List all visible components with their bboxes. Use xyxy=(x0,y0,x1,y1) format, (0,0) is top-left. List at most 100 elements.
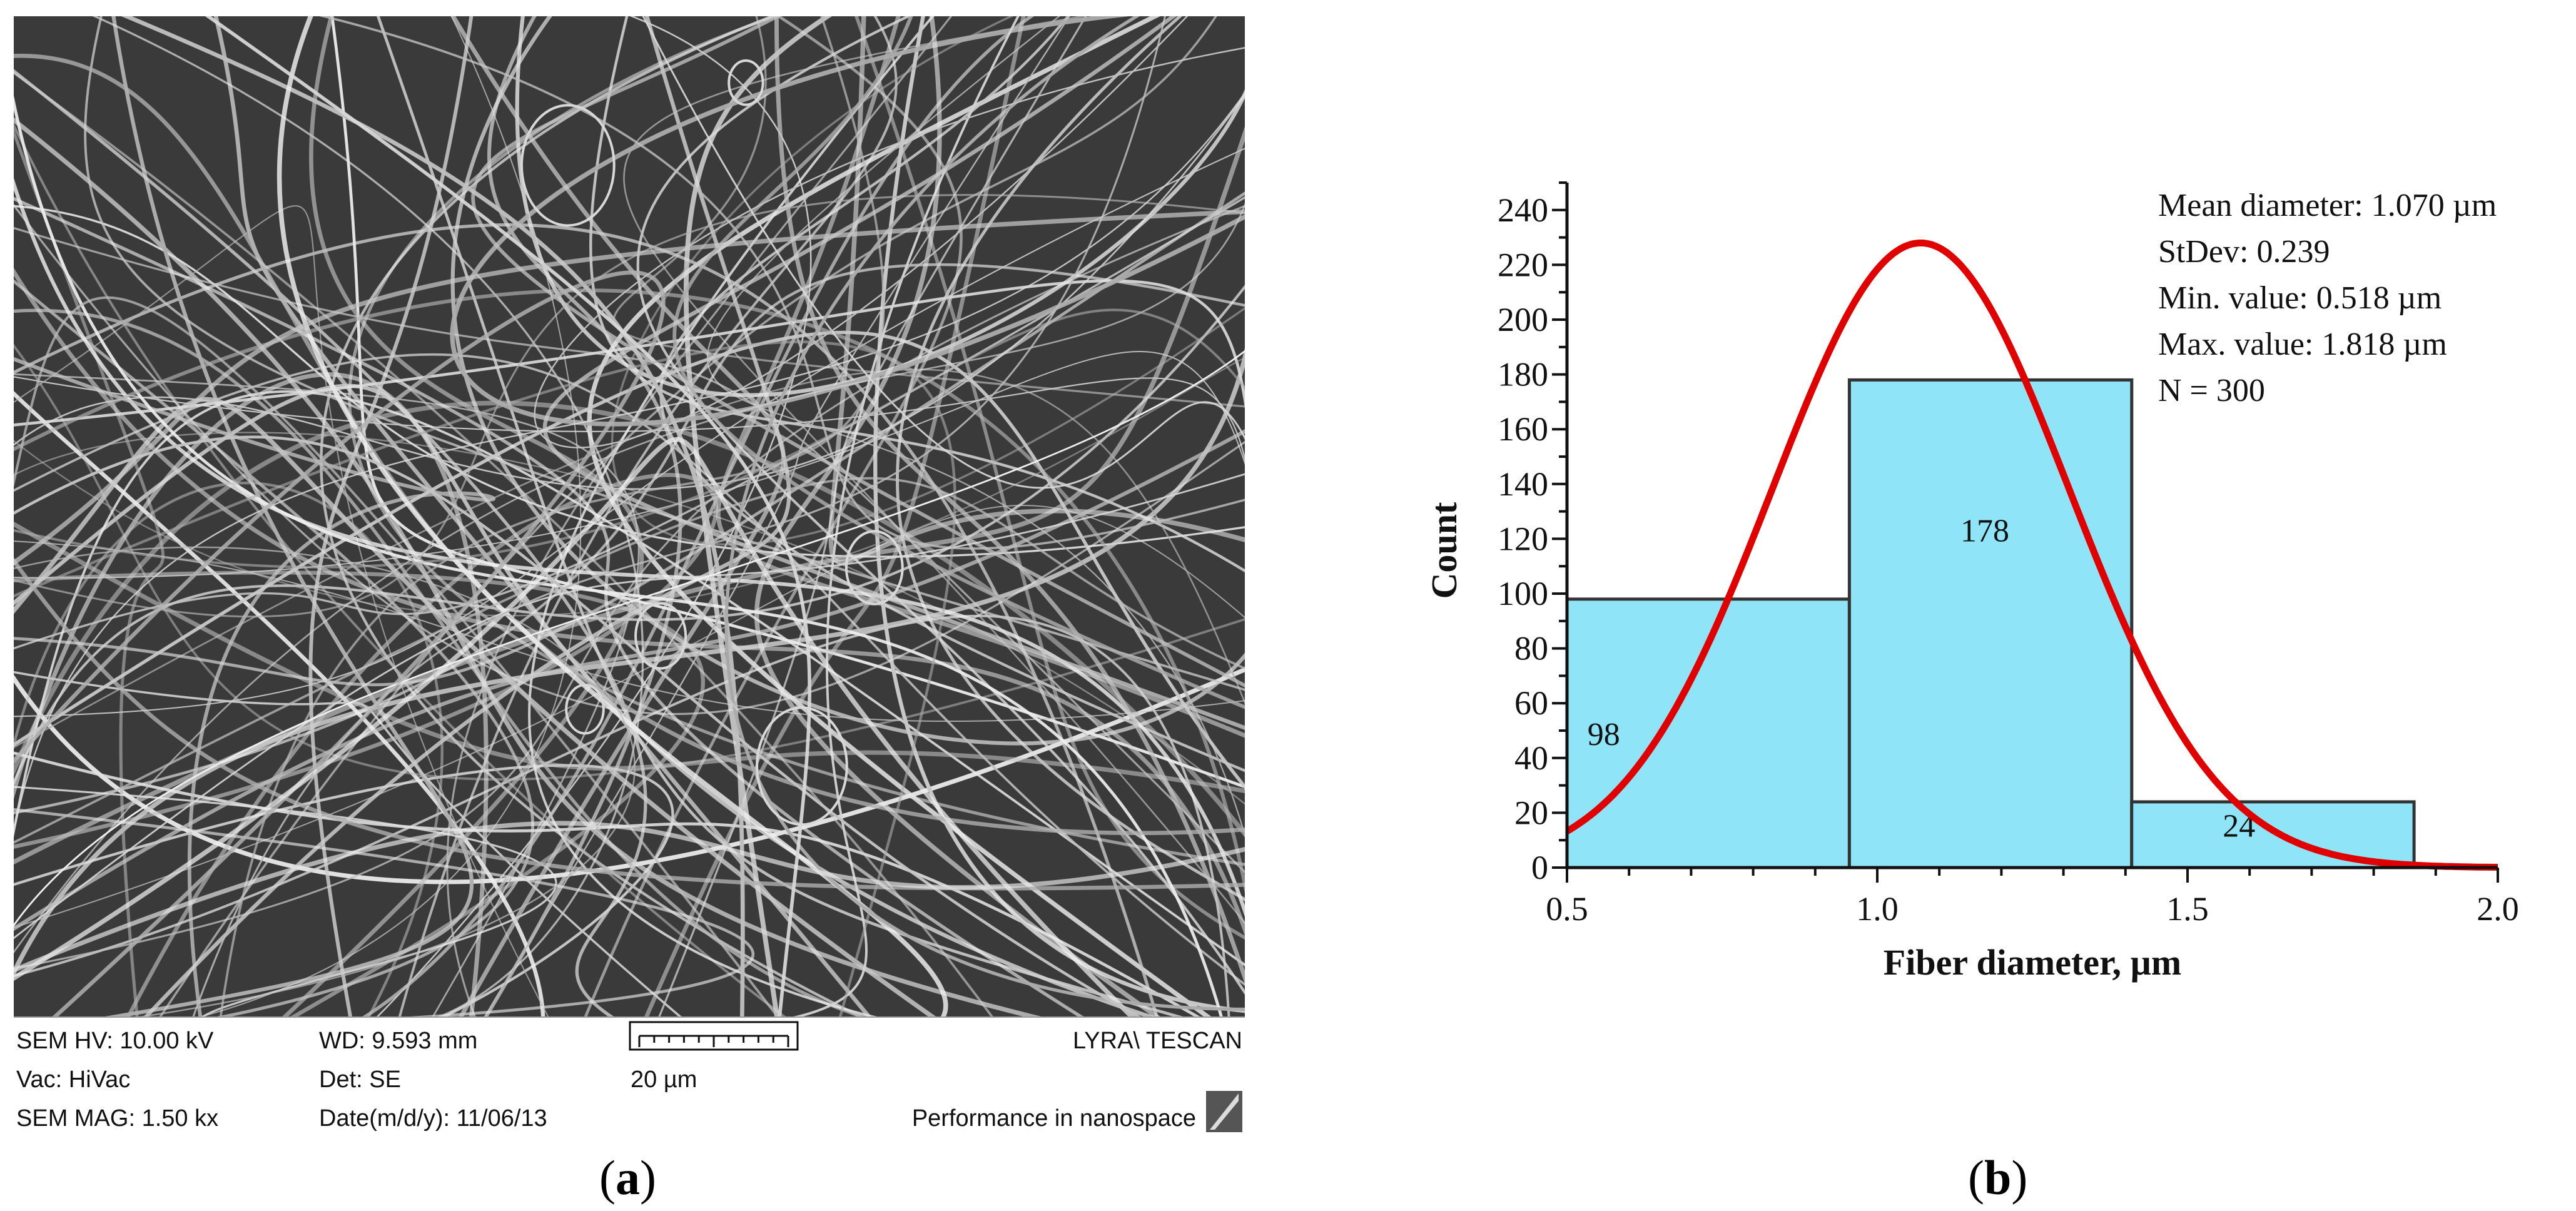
fiber-strand xyxy=(14,288,1245,894)
stat-line: Min. value: 0.518 µm xyxy=(2158,280,2442,316)
fiber-strand xyxy=(611,16,1245,545)
bar-count-label: 178 xyxy=(1960,514,2009,549)
fiber-strand xyxy=(14,308,909,1031)
fiber-strand xyxy=(14,178,1245,918)
x-axis-ticks: 0.5 1.0 1.5 2.0 xyxy=(1546,868,2519,928)
x-tick-label: 1.0 xyxy=(1856,890,1899,928)
fiber-strand xyxy=(308,16,474,1030)
fiber-strand xyxy=(14,205,556,1030)
caption-b-letter: b xyxy=(1984,1150,2012,1205)
sem-image-panel: SEM HV: 10.00 kV Vac: HiVac SEM MAG: 1.5… xyxy=(14,16,1245,1136)
fiber-loop xyxy=(728,59,764,106)
fiber-strand xyxy=(476,16,682,1031)
y-tick-label: 160 xyxy=(1498,410,1548,448)
fiber-strand xyxy=(14,308,1245,569)
fiber-loop xyxy=(565,684,605,735)
y-tick-label: 80 xyxy=(1514,630,1548,667)
fiber-strand xyxy=(14,296,789,1031)
fiber-strand xyxy=(450,16,786,1031)
x-tick-label: 0.5 xyxy=(1546,890,1588,928)
x-tick-label: 2.0 xyxy=(2477,890,2519,928)
normal-fit-curve xyxy=(1565,239,2498,871)
sem-slogan-text: Performance in nanospace xyxy=(912,1105,1196,1132)
fiber-strand xyxy=(276,16,948,1032)
fiber-strand xyxy=(14,191,1245,687)
fiber-strand xyxy=(14,477,1245,844)
sem-scale-text: 20 µm xyxy=(631,1067,697,1093)
fiber-strand xyxy=(376,16,1224,1031)
tescan-logo-icon xyxy=(1206,1091,1242,1132)
chart-axes xyxy=(1565,183,2498,869)
y-tick-label: 100 xyxy=(1498,575,1548,612)
sem-date-text: Date(m/d/y): 11/06/13 xyxy=(319,1105,547,1132)
fiber-strand xyxy=(188,16,1166,1030)
fiber-strand xyxy=(14,279,1245,427)
y-tick-label: 60 xyxy=(1514,684,1548,722)
fiber-strand xyxy=(14,432,1245,805)
fiber-strand xyxy=(14,667,1245,884)
y-tick-label: 40 xyxy=(1514,739,1548,777)
fiber-strand xyxy=(38,16,474,1032)
fiber-strand xyxy=(14,481,444,1031)
sem-micrograph: SEM HV: 10.00 kV Vac: HiVac SEM MAG: 1.5… xyxy=(14,16,1245,1136)
fiber-strand xyxy=(14,194,1245,618)
fiber-strand xyxy=(14,521,1245,794)
fiber-strand xyxy=(14,69,647,1031)
fiber-strand xyxy=(14,473,1245,940)
x-axis-title: Fiber diameter, µm xyxy=(1884,942,2181,983)
fiber-loop xyxy=(844,530,904,606)
fiber-strand xyxy=(612,16,1245,408)
fiber-strand xyxy=(14,428,1245,931)
fiber-strand xyxy=(121,16,745,1030)
fiber-strand xyxy=(14,128,165,1030)
fiber-strand xyxy=(14,350,1245,927)
fiber-strand xyxy=(515,16,1245,397)
bar-count-label: 98 xyxy=(1588,717,1620,752)
statistics-annotation: Mean diameter: 1.070 µm StDev: 0.239 Min. … xyxy=(2158,188,2497,408)
fiber-loop xyxy=(634,602,687,670)
y-tick-label: 240 xyxy=(1498,191,1548,229)
sem-det-text: Det: SE xyxy=(319,1067,401,1093)
fiber-strand xyxy=(14,91,1245,837)
fiber-strand xyxy=(14,437,1147,1031)
fiber-strand xyxy=(14,473,718,1031)
fiber-strand xyxy=(151,16,1217,1030)
fiber-strand xyxy=(14,557,1245,891)
fiber-strand xyxy=(91,16,644,1031)
fiber-strand xyxy=(14,202,1245,954)
caption-a: (a) xyxy=(599,1150,656,1205)
histogram-bar xyxy=(1847,378,2134,869)
fiber-strand xyxy=(471,16,1245,688)
fiber-strand xyxy=(587,16,1227,1031)
sem-wd-text: WD: 9.593 mm xyxy=(319,1028,477,1054)
fiber-strand xyxy=(14,94,1227,1030)
histogram-bar xyxy=(2130,800,2416,869)
fiber-loop xyxy=(756,706,848,826)
fiber-strand xyxy=(205,16,811,1030)
fiber-strand xyxy=(14,570,705,1031)
fiber-strand xyxy=(716,16,1245,738)
fiber-strand xyxy=(854,16,1245,940)
fiber-strand xyxy=(14,71,1003,1031)
y-tick-label: 0 xyxy=(1531,849,1548,886)
stat-line: Max. value: 1.818 µm xyxy=(2158,327,2447,362)
sem-brand-text: LYRA\ TESCAN xyxy=(1073,1028,1242,1054)
fiber-strand xyxy=(395,16,898,1030)
fiber-strand xyxy=(14,343,1245,781)
fiber-strand xyxy=(14,821,1245,973)
stat-line: Mean diameter: 1.070 µm xyxy=(2158,188,2497,223)
histogram-bars xyxy=(1565,378,2416,869)
y-tick-label: 180 xyxy=(1498,356,1548,393)
fiber-strand xyxy=(14,546,636,1031)
fiber-strand xyxy=(14,376,1245,462)
fiber-strand xyxy=(14,353,1245,986)
fiber-strand xyxy=(477,16,1070,1030)
fiber-strand xyxy=(642,16,1245,489)
y-axis-title: Count xyxy=(1424,502,1464,599)
fiber-network xyxy=(14,16,1245,1032)
fiber-strand xyxy=(14,340,956,1030)
sem-vac-text: Vac: HiVac xyxy=(16,1067,130,1093)
y-tick-label: 220 xyxy=(1498,246,1548,283)
fiber-loop xyxy=(520,104,616,227)
